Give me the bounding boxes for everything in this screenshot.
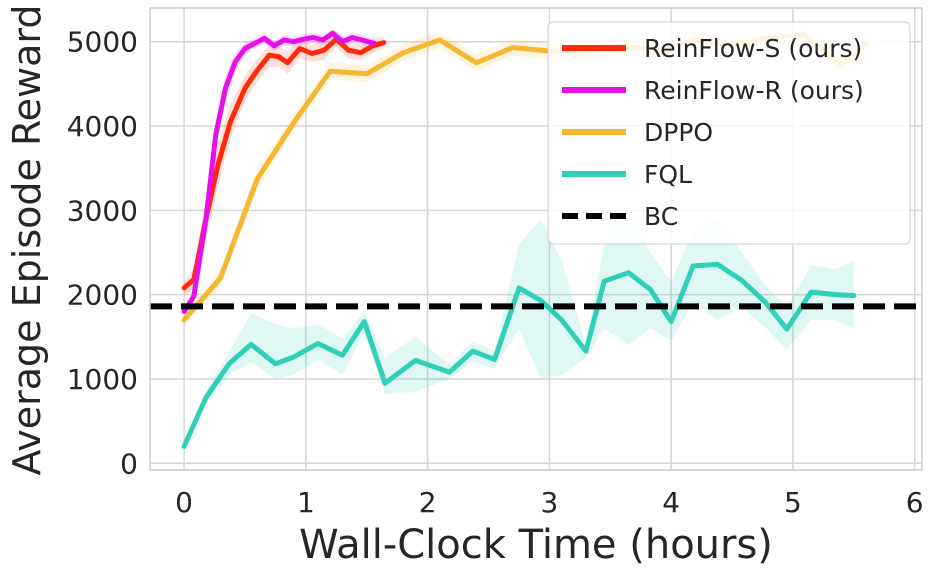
confidence-bands xyxy=(184,26,867,451)
y-axis-label: Average Episode Reward xyxy=(5,5,49,476)
x-tick-label: 0 xyxy=(175,486,193,519)
legend-label-fql: FQL xyxy=(644,160,692,189)
x-tick-label: 1 xyxy=(297,486,315,519)
legend-box xyxy=(547,21,911,245)
x-tick-label: 2 xyxy=(419,486,437,519)
y-tick-label: 0 xyxy=(120,447,138,480)
fql-band xyxy=(184,210,854,451)
y-tick-label: 2000 xyxy=(67,279,138,312)
y-tick-labels: 0 1000 2000 3000 4000 5000 xyxy=(67,26,138,481)
reinflow-s-ours-line xyxy=(181,36,387,291)
legend-label-bc: BC xyxy=(644,202,678,231)
x-tick-label: 4 xyxy=(662,486,680,519)
y-tick-label: 3000 xyxy=(67,194,138,227)
legend-label-reinflow-r-ours: ReinFlow-R (ours) xyxy=(644,76,864,105)
plot-frame xyxy=(149,7,923,471)
reinflow-s-ours-band xyxy=(184,30,384,295)
reinflow-r-ours-line xyxy=(181,30,377,314)
x-tick-label: 3 xyxy=(540,486,558,519)
fql-line xyxy=(181,261,857,449)
x-axis-label: Wall-Clock Time (hours) xyxy=(299,522,773,568)
legend: ReinFlow-S (ours) ReinFlow-R (ours) DPPO FQ… xyxy=(547,21,911,245)
x-tick-labels: 0 1 2 3 4 5 6 xyxy=(175,486,923,519)
x-tick-label: 6 xyxy=(906,486,924,519)
x-tick-label: 5 xyxy=(784,486,802,519)
y-tick-label: 5000 xyxy=(67,26,138,59)
legend-label-dppo: DPPO xyxy=(644,118,713,147)
legend-label-reinflow-s-ours: ReinFlow-S (ours) xyxy=(644,34,862,63)
y-tick-label: 4000 xyxy=(67,110,138,143)
y-tick-label: 1000 xyxy=(67,363,138,396)
